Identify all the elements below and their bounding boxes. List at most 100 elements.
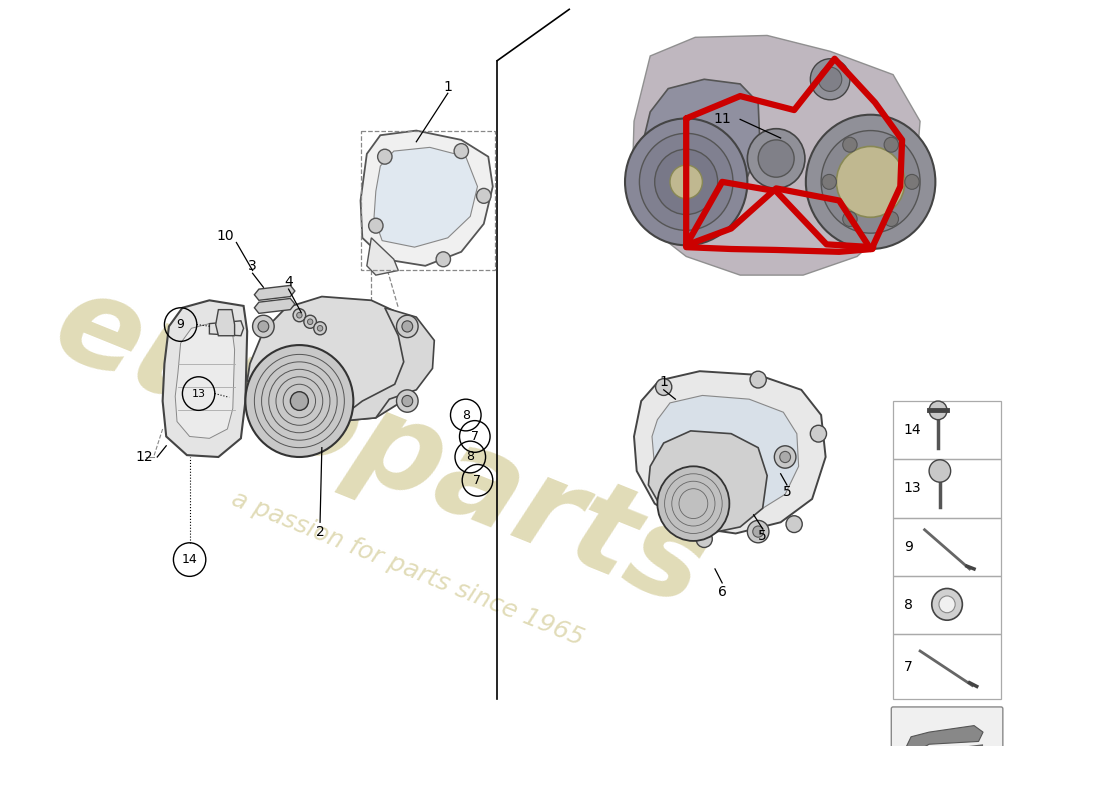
Circle shape: [758, 140, 794, 178]
Circle shape: [639, 134, 733, 230]
Bar: [361, 130, 495, 270]
Circle shape: [454, 144, 469, 158]
Circle shape: [930, 401, 947, 420]
Circle shape: [402, 321, 412, 332]
Circle shape: [843, 211, 857, 226]
Text: 14: 14: [904, 423, 922, 437]
Circle shape: [939, 596, 955, 613]
Circle shape: [750, 371, 767, 388]
Polygon shape: [374, 147, 477, 247]
Circle shape: [930, 460, 950, 482]
Circle shape: [780, 451, 791, 462]
FancyBboxPatch shape: [891, 774, 1003, 800]
Text: 7: 7: [473, 474, 482, 487]
Circle shape: [293, 309, 306, 322]
Circle shape: [304, 315, 317, 328]
Polygon shape: [254, 286, 295, 300]
Bar: [893, 401, 1001, 459]
Polygon shape: [652, 395, 799, 518]
Polygon shape: [634, 371, 826, 534]
Circle shape: [308, 319, 312, 325]
Circle shape: [658, 466, 729, 541]
Circle shape: [747, 521, 769, 542]
Circle shape: [905, 174, 920, 190]
Circle shape: [377, 150, 392, 164]
Bar: [893, 634, 1001, 699]
Polygon shape: [644, 79, 760, 207]
Text: 1: 1: [443, 80, 452, 94]
Polygon shape: [163, 300, 248, 457]
Circle shape: [396, 390, 418, 412]
Text: 9: 9: [177, 318, 185, 331]
Polygon shape: [366, 238, 398, 275]
FancyBboxPatch shape: [891, 707, 1003, 771]
Text: 6: 6: [717, 586, 727, 599]
Text: 3: 3: [249, 259, 257, 273]
Text: 8: 8: [462, 409, 470, 422]
Text: 13: 13: [904, 482, 922, 495]
Circle shape: [476, 188, 491, 203]
Text: 8: 8: [904, 598, 913, 612]
Circle shape: [402, 395, 412, 406]
Circle shape: [843, 138, 857, 152]
Text: 5: 5: [758, 530, 767, 543]
Text: 7: 7: [904, 660, 913, 674]
Circle shape: [836, 146, 905, 218]
Bar: [893, 459, 1001, 518]
Circle shape: [822, 174, 836, 190]
Circle shape: [747, 129, 805, 188]
Circle shape: [625, 118, 747, 246]
Circle shape: [774, 446, 796, 468]
Circle shape: [806, 114, 935, 249]
Text: 145 03: 145 03: [904, 790, 990, 800]
Text: 9: 9: [904, 540, 913, 554]
Text: 4: 4: [284, 274, 293, 289]
Circle shape: [821, 130, 920, 233]
Circle shape: [811, 58, 850, 100]
Text: 7: 7: [471, 430, 478, 443]
Circle shape: [818, 67, 842, 91]
Polygon shape: [216, 310, 234, 336]
Circle shape: [786, 516, 802, 533]
Circle shape: [314, 322, 327, 335]
Polygon shape: [175, 324, 234, 438]
Text: 8: 8: [466, 450, 474, 463]
Polygon shape: [336, 308, 434, 422]
Circle shape: [670, 165, 703, 198]
Circle shape: [318, 326, 322, 331]
Text: 13: 13: [191, 389, 206, 398]
Circle shape: [396, 315, 418, 338]
Circle shape: [654, 150, 717, 214]
Polygon shape: [632, 35, 920, 275]
Polygon shape: [905, 744, 983, 765]
Polygon shape: [648, 431, 767, 534]
Text: 12: 12: [135, 450, 153, 464]
Text: 5: 5: [782, 486, 791, 499]
Text: 2: 2: [316, 525, 324, 538]
Bar: [893, 576, 1001, 634]
Polygon shape: [254, 298, 295, 314]
Text: 11: 11: [713, 112, 732, 126]
Polygon shape: [248, 297, 421, 422]
Circle shape: [696, 530, 713, 547]
Text: 14: 14: [182, 553, 198, 566]
Circle shape: [436, 252, 451, 266]
Circle shape: [811, 426, 826, 442]
Circle shape: [752, 526, 763, 537]
Polygon shape: [361, 130, 493, 266]
Circle shape: [656, 378, 672, 395]
Text: 10: 10: [217, 229, 234, 243]
Circle shape: [290, 392, 308, 410]
Circle shape: [258, 321, 268, 332]
Circle shape: [884, 211, 899, 226]
Circle shape: [932, 589, 962, 620]
Text: a passion for parts since 1965: a passion for parts since 1965: [228, 487, 587, 650]
Text: 1: 1: [659, 375, 668, 390]
Circle shape: [253, 315, 274, 338]
Circle shape: [884, 138, 899, 152]
Circle shape: [297, 313, 302, 318]
Text: europarts: europarts: [37, 262, 724, 633]
Polygon shape: [906, 726, 983, 754]
Bar: [893, 518, 1001, 576]
Circle shape: [245, 345, 353, 457]
